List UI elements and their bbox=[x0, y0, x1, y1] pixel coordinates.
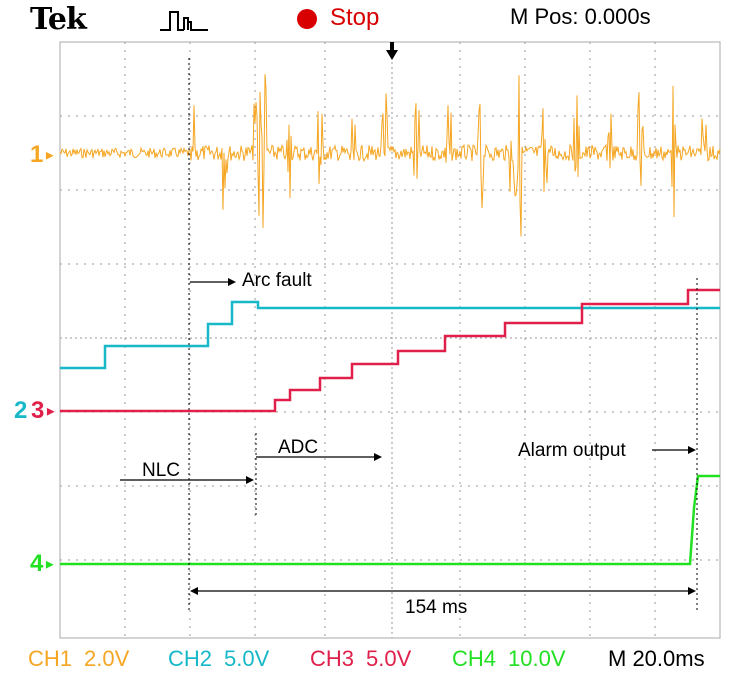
ch4-marker[interactable]: 4► bbox=[30, 550, 57, 577]
nlc-label: NLC bbox=[142, 460, 181, 481]
graticule bbox=[60, 42, 720, 638]
adc-label: ADC bbox=[278, 437, 319, 458]
horizontal-position-readout: M Pos: 0.000s bbox=[510, 4, 651, 29]
brand-logo: Tek bbox=[30, 2, 87, 37]
ch4-arrow-icon: ► bbox=[43, 556, 57, 572]
pulse-trigger-icon bbox=[160, 11, 208, 31]
ch3-label[interactable]: CH3 bbox=[310, 646, 355, 671]
ch3-arrow-icon: ► bbox=[44, 403, 58, 419]
stop-indicator-icon bbox=[297, 9, 317, 29]
ch2-marker[interactable]: 2 bbox=[14, 397, 28, 424]
ch3-marker[interactable]: 3► bbox=[31, 397, 58, 424]
ch4-trace bbox=[60, 474, 720, 566]
ch3-trace bbox=[60, 288, 720, 413]
ch1-trace bbox=[59, 74, 721, 237]
duration-label: 154 ms bbox=[405, 597, 468, 618]
ch2-label[interactable]: CH2 bbox=[168, 646, 213, 671]
annotation-arrows bbox=[120, 278, 696, 595]
graticule-frame bbox=[59, 41, 721, 639]
trigger-position-icon bbox=[386, 42, 398, 60]
ch1-arrow-icon: ► bbox=[43, 147, 57, 163]
ch1-scale: 2.0V bbox=[84, 646, 130, 671]
ch1-label[interactable]: CH1 bbox=[28, 646, 73, 671]
arc-fault-label: Arc fault bbox=[242, 270, 312, 291]
ch2-scale: 5.0V bbox=[224, 646, 270, 671]
run-state-label: Stop bbox=[330, 4, 380, 31]
alarm-output-label: Alarm output bbox=[518, 440, 626, 461]
waveform-display bbox=[59, 41, 721, 639]
center-axes bbox=[60, 42, 720, 638]
scope-footer: CH1 2.0V CH2 5.0V CH3 5.0V CH4 10.0V M 2… bbox=[0, 642, 743, 676]
ch1-marker[interactable]: 1► bbox=[30, 141, 57, 168]
ch4-label[interactable]: CH4 bbox=[452, 646, 497, 671]
scope-header: Tek Stop M Pos: 0.000s bbox=[0, 0, 743, 38]
event-marker-lines bbox=[188, 58, 698, 613]
ch2-trace bbox=[60, 300, 720, 370]
ch3-scale: 5.0V bbox=[366, 646, 412, 671]
ch1-noise-path bbox=[59, 74, 721, 237]
timebase-readout[interactable]: M 20.0ms bbox=[608, 646, 705, 671]
ch4-scale: 10.0V bbox=[508, 646, 566, 671]
